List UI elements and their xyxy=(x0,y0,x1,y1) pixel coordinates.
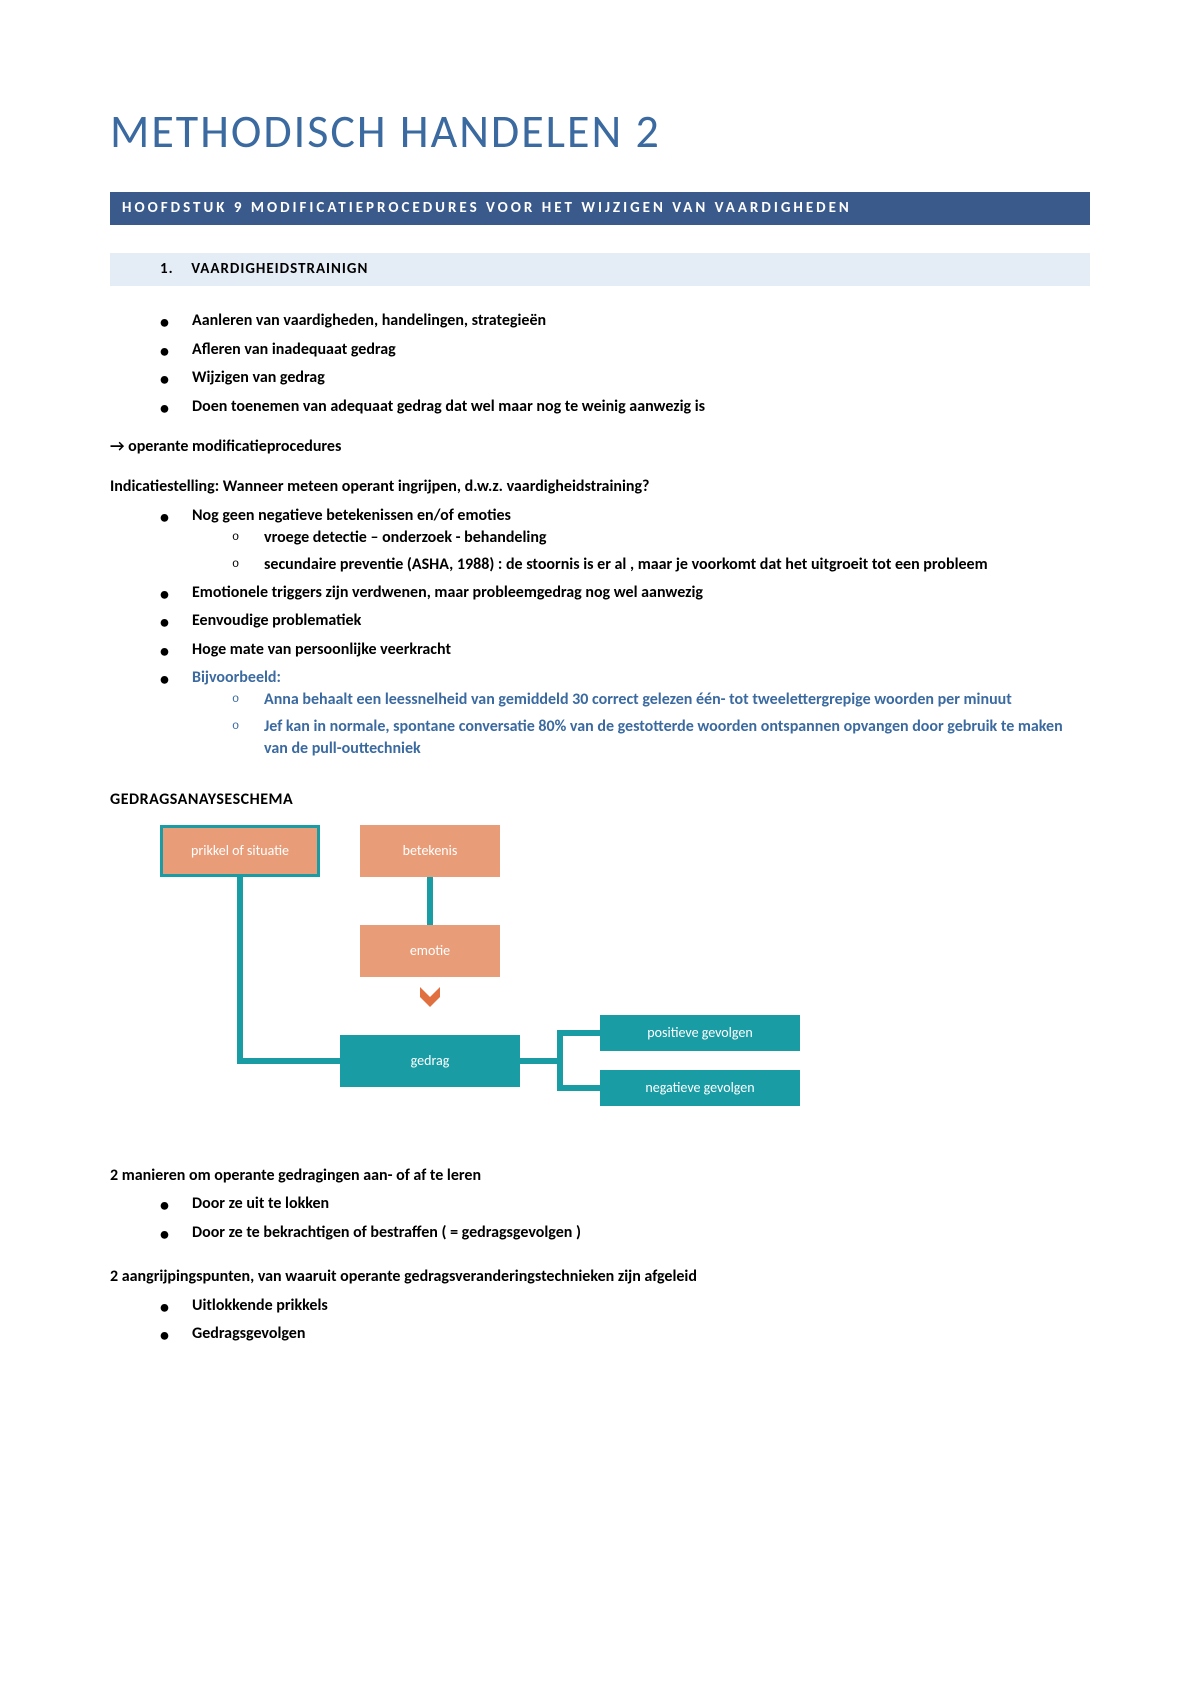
node-prikkel: prikkel of situatie xyxy=(160,825,320,877)
manieren-list: Door ze uit te lokken Door ze te bekrach… xyxy=(110,1193,1090,1244)
list-item: Afleren van inadequaat gedrag xyxy=(160,339,1090,361)
indicatie-heading: Indicatiestelling: Wanneer meteen operan… xyxy=(110,476,1090,498)
diagram-edge xyxy=(237,877,243,1058)
aangrijp-list: Uitlokkende prikkels Gedragsgevolgen xyxy=(110,1295,1090,1346)
diagram-edge xyxy=(237,1058,340,1064)
list-item-text: Nog geen negatieve betekenissen en/of em… xyxy=(192,506,511,525)
section-label: VAARDIGHEIDSTRAINIGN xyxy=(191,260,368,278)
section-number: 1. xyxy=(160,260,174,278)
node-betekenis: betekenis xyxy=(360,825,500,877)
list-item: Nog geen negatieve betekenissen en/of em… xyxy=(160,505,1090,576)
aangrijp-heading: 2 aangrijpingspunten, van waaruit operan… xyxy=(110,1266,1090,1288)
diagram-edge xyxy=(520,1058,560,1064)
list-item: Aanleren van vaardigheden, handelingen, … xyxy=(160,310,1090,332)
node-emotie: emotie xyxy=(360,925,500,977)
list-item-example: Bijvoorbeeld: Anna behaalt een leessnelh… xyxy=(160,667,1090,761)
node-pos: positieve gevolgen xyxy=(600,1015,800,1051)
list-item: Door ze te bekrachtigen of bestraffen ( … xyxy=(160,1222,1090,1244)
arrow-down-icon xyxy=(418,985,442,1013)
node-neg: negatieve gevolgen xyxy=(600,1070,800,1106)
list-item: Hoge mate van persoonlijke veerkracht xyxy=(160,639,1090,661)
list-item: Gedragsgevolgen xyxy=(160,1323,1090,1345)
manieren-heading: 2 manieren om operante gedragingen aan- … xyxy=(110,1165,1090,1187)
diagram-edge xyxy=(560,1030,600,1036)
node-gedrag: gedrag xyxy=(340,1035,520,1087)
page-title: METHODISCH HANDELEN 2 xyxy=(110,100,1090,164)
bullets-main: Aanleren van vaardigheden, handelingen, … xyxy=(110,310,1090,418)
sub-item: Anna behaalt een leessnelheid van gemidd… xyxy=(232,689,1090,711)
list-item: Doen toenemen van adequaat gedrag dat we… xyxy=(160,396,1090,418)
list-item: Door ze uit te lokken xyxy=(160,1193,1090,1215)
sub-item: Jef kan in normale, spontane conversatie… xyxy=(232,716,1090,761)
chapter-heading: HOOFDSTUK 9 MODIFICATIEPROCEDURES VOOR H… xyxy=(110,192,1090,225)
schema-title: GEDRAGSANAYSESCHEMA xyxy=(110,789,1090,811)
list-item: Uitlokkende prikkels xyxy=(160,1295,1090,1317)
list-item: Eenvoudige problematiek xyxy=(160,610,1090,632)
behavior-diagram: prikkel of situatie betekenis emotie gedrag… xyxy=(160,825,920,1135)
arrow-line: → operante modificatieprocedures xyxy=(110,436,1090,458)
list-item: Emotionele triggers zijn verdwenen, maar… xyxy=(160,582,1090,604)
example-label: Bijvoorbeeld: xyxy=(192,668,281,687)
diagram-edge xyxy=(427,877,433,925)
list-item: Wijzigen van gedrag xyxy=(160,367,1090,389)
section-heading: 1. VAARDIGHEIDSTRAINIGN xyxy=(110,253,1090,286)
sub-item: vroege detectie – onderzoek - behandelin… xyxy=(232,527,1090,549)
sub-item: secundaire preventie (ASHA, 1988) : de s… xyxy=(232,554,1090,576)
indicatie-list: Nog geen negatieve betekenissen en/of em… xyxy=(110,505,1090,761)
diagram-edge xyxy=(560,1085,600,1091)
